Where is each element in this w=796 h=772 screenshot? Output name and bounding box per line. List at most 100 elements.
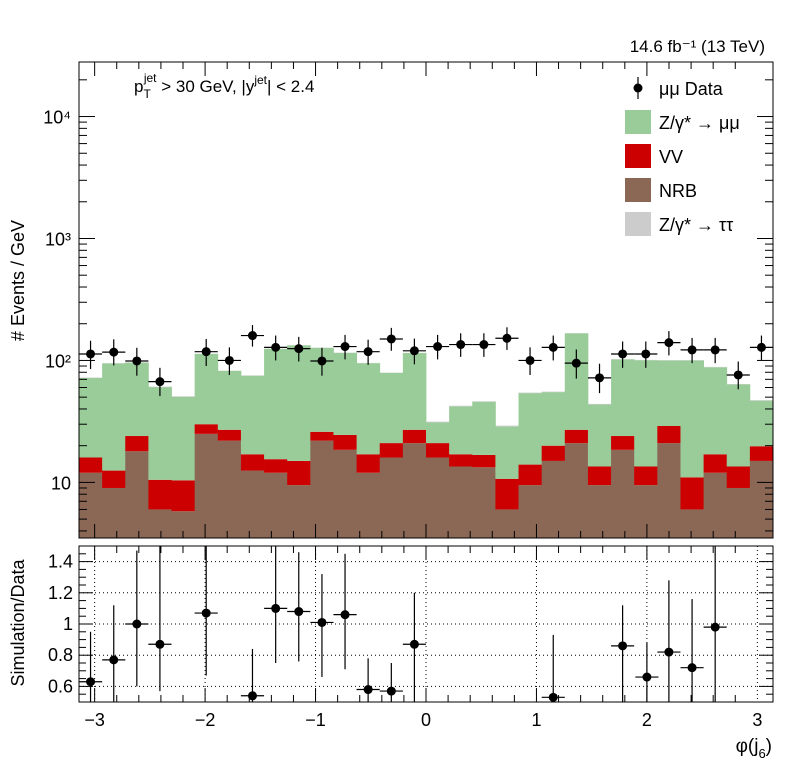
bar-nrb-29 xyxy=(749,460,774,538)
bar-zmm-27 xyxy=(703,367,728,455)
ratio-panel: 0.6 0.8 1 1.2 1.4 −3 −2 −1 0 1 2 3 Simulation/Data… xyxy=(8,545,774,761)
ratio-x-axis: −3 −2 −1 0 1 2 3 xyxy=(84,546,762,730)
legend-swatch-nrb xyxy=(625,178,651,202)
bar-vv-29 xyxy=(749,446,774,461)
ratio-plot-area xyxy=(79,546,773,702)
bar-vv-18 xyxy=(495,478,519,510)
bar-ztt-17 xyxy=(472,401,496,402)
ratio-y-tick-label-4: 1.4 xyxy=(48,552,73,572)
legend-label-nrb: NRB xyxy=(659,181,697,201)
data-points xyxy=(78,325,774,397)
bar-vv-5 xyxy=(194,424,219,434)
ratio-point-3 xyxy=(148,546,172,692)
data-point-10 xyxy=(333,334,357,360)
bar-zmm-1 xyxy=(102,363,126,471)
ratio-point-0 xyxy=(78,631,103,702)
bar-vv-12 xyxy=(356,454,381,473)
bar-nrb-15 xyxy=(426,457,450,538)
bar-zmm-15 xyxy=(426,422,450,444)
bar-zmm-13 xyxy=(379,372,404,444)
bar-nrb-2 xyxy=(125,451,149,538)
ratio-point-8 xyxy=(310,574,334,678)
data-point-24 xyxy=(657,331,681,356)
data-point-2 xyxy=(125,347,149,376)
bar-nrb-24 xyxy=(634,485,658,538)
y-tick-label-0: 10 xyxy=(51,473,71,493)
bar-zmm-3 xyxy=(148,387,172,480)
bar-vv-0 xyxy=(79,457,103,473)
bar-vv-3 xyxy=(148,479,172,510)
bar-vv-6 xyxy=(217,429,242,441)
ratio-point-12 xyxy=(402,592,426,702)
data-point-22 xyxy=(611,341,635,368)
x-tick-label-1: −2 xyxy=(195,710,216,730)
bar-ztt-29 xyxy=(749,400,774,401)
ratio-point-17 xyxy=(680,599,704,702)
bar-zmm-20 xyxy=(541,392,566,446)
bar-nrb-28 xyxy=(726,487,751,538)
bar-zmm-9 xyxy=(287,345,311,461)
legend: μμ Data Z/γ* → μμ VV NRB Z/γ* → ττ xyxy=(625,77,740,236)
data-point-28 xyxy=(749,335,774,361)
legend-swatch-ztt xyxy=(625,212,651,236)
data-point-17 xyxy=(495,327,519,350)
legend-swatch-zmm xyxy=(625,110,651,134)
bar-vv-4 xyxy=(171,480,196,512)
data-point-21 xyxy=(587,363,612,394)
legend-label-vv: VV xyxy=(659,147,683,167)
x-tick-label-5: 2 xyxy=(642,710,652,730)
ratio-point-1 xyxy=(102,605,126,702)
data-point-16 xyxy=(472,333,496,357)
ratio-y-tick-label-3: 1.2 xyxy=(48,583,73,603)
main-y-axis-title: # Events / GeV xyxy=(8,220,28,341)
data-point-11 xyxy=(356,339,380,365)
bar-zmm-18 xyxy=(495,426,519,479)
data-point-20 xyxy=(564,349,588,379)
bar-vv-21 xyxy=(564,429,589,444)
bar-nrb-17 xyxy=(472,467,496,538)
bar-zmm-0 xyxy=(79,377,103,458)
bar-zmm-16 xyxy=(449,406,473,455)
bar-nrb-3 xyxy=(148,509,172,538)
legend-label-zmm: Z/γ* → μμ xyxy=(659,113,740,133)
data-point-14 xyxy=(426,334,450,360)
bar-nrb-10 xyxy=(310,440,334,538)
bar-ztt-4 xyxy=(171,396,196,397)
bar-nrb-26 xyxy=(680,509,704,538)
bar-nrb-21 xyxy=(564,443,589,538)
data-point-1 xyxy=(102,339,126,366)
legend-entry-ztt: Z/γ* → ττ xyxy=(625,212,733,236)
bar-vv-11 xyxy=(333,434,357,450)
bar-zmm-12 xyxy=(356,363,381,455)
y-tick-label-1: 10² xyxy=(45,351,71,371)
data-point-25 xyxy=(680,337,704,364)
bar-nrb-27 xyxy=(703,472,728,538)
bar-vv-14 xyxy=(402,429,427,444)
legend-entry-nrb: NRB xyxy=(625,178,697,202)
legend-label-data: μμ Data xyxy=(659,79,724,99)
bar-ztt-16 xyxy=(449,405,473,407)
bar-nrb-18 xyxy=(495,509,519,538)
luminosity-label: 14.6 fb⁻¹ (13 TeV) xyxy=(630,37,765,56)
bar-nrb-8 xyxy=(264,472,288,538)
bar-zmm-7 xyxy=(240,375,265,455)
bar-nrb-12 xyxy=(356,472,381,538)
x-axis-title: φ(j6) xyxy=(736,736,772,761)
data-point-0 xyxy=(78,340,103,370)
bar-vv-27 xyxy=(703,454,728,473)
bar-vv-22 xyxy=(587,466,612,486)
bar-vv-26 xyxy=(680,477,704,510)
bar-vv-16 xyxy=(449,454,473,467)
ratio-point-14 xyxy=(611,605,635,702)
bar-vv-17 xyxy=(472,454,496,468)
data-point-18 xyxy=(518,347,542,375)
bar-vv-8 xyxy=(264,459,288,473)
x-tick-label-3: 0 xyxy=(421,710,431,730)
data-point-19 xyxy=(541,335,565,361)
bar-vv-24 xyxy=(634,466,658,486)
bar-nrb-13 xyxy=(379,457,404,538)
bar-zmm-5 xyxy=(194,353,219,425)
bar-nrb-16 xyxy=(449,466,473,538)
data-point-8 xyxy=(287,336,311,362)
bar-vv-2 xyxy=(125,436,149,452)
